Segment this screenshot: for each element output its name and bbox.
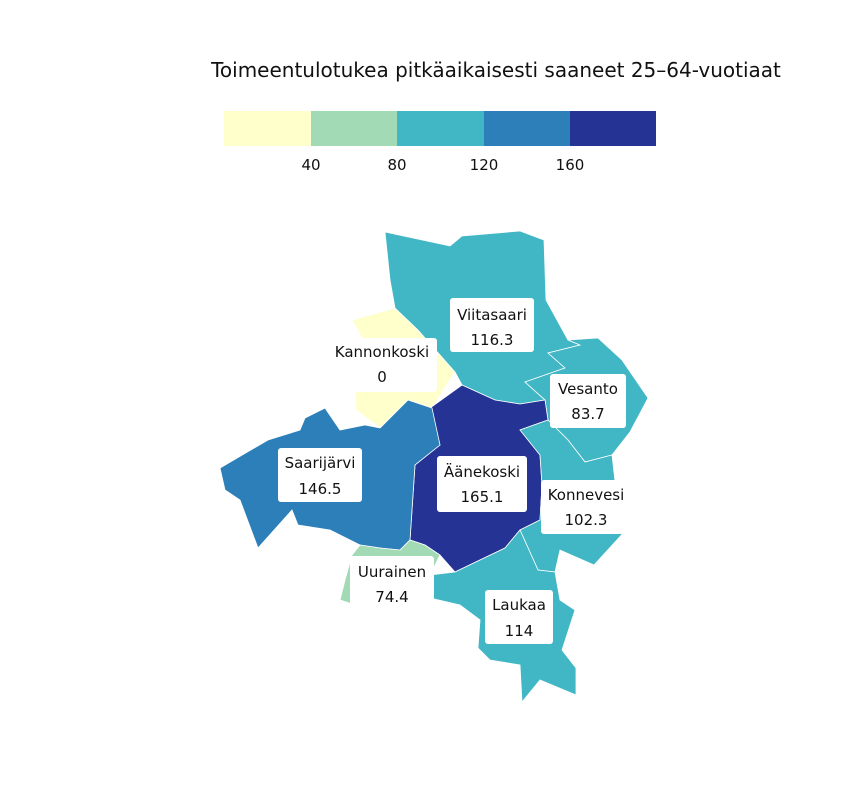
label-konnevesi: Konnevesi 102.3 — [541, 480, 631, 534]
label-name: Vesanto — [558, 380, 618, 398]
legend-bin-1 — [224, 111, 311, 146]
legend-tick-40: 40 — [301, 156, 320, 174]
legend: 40 80 120 160 — [224, 111, 656, 174]
label-box — [550, 374, 626, 428]
label-value: 114 — [505, 622, 534, 640]
label-viitasaari: Viitasaari 116.3 — [450, 298, 534, 352]
label-uurainen: Uurainen 74.4 — [350, 556, 434, 610]
label-laukaa: Laukaa 114 — [485, 590, 553, 644]
label-value: 0 — [377, 368, 387, 386]
label-name: Konnevesi — [548, 486, 625, 504]
label-value: 83.7 — [571, 405, 604, 423]
label-aanekoski: Äänekoski 165.1 — [437, 456, 527, 512]
label-box — [350, 556, 434, 610]
label-kannonkoski: Kannonkoski 0 — [327, 338, 437, 392]
legend-tick-80: 80 — [387, 156, 406, 174]
label-box — [485, 590, 553, 644]
label-box — [278, 448, 362, 502]
label-value: 102.3 — [565, 511, 608, 529]
map-title: Toimeentulotukea pitkäaikaisesti saaneet… — [210, 58, 781, 82]
label-value: 116.3 — [471, 331, 514, 349]
label-name: Uurainen — [358, 563, 426, 581]
label-value: 146.5 — [299, 480, 342, 498]
label-saarijarvi: Saarijärvi 146.5 — [278, 448, 362, 502]
label-box — [450, 298, 534, 352]
label-vesanto: Vesanto 83.7 — [550, 374, 626, 428]
label-value: 165.1 — [461, 488, 504, 506]
legend-tick-160: 160 — [556, 156, 585, 174]
legend-bin-4 — [484, 111, 570, 146]
label-box — [541, 480, 631, 534]
label-name: Kannonkoski — [335, 343, 429, 361]
label-box — [437, 456, 527, 512]
legend-bin-2 — [311, 111, 397, 146]
label-name: Äänekoski — [444, 462, 520, 481]
label-name: Saarijärvi — [285, 454, 356, 472]
label-value: 74.4 — [375, 588, 408, 606]
labels: Viitasaari 116.3 Kannonkoski 0 Vesanto 8… — [278, 298, 631, 644]
legend-bin-3 — [397, 111, 484, 146]
label-name: Viitasaari — [457, 306, 527, 324]
label-name: Laukaa — [492, 596, 546, 614]
legend-tick-120: 120 — [470, 156, 499, 174]
label-box — [327, 338, 437, 392]
legend-bin-5 — [570, 111, 656, 146]
